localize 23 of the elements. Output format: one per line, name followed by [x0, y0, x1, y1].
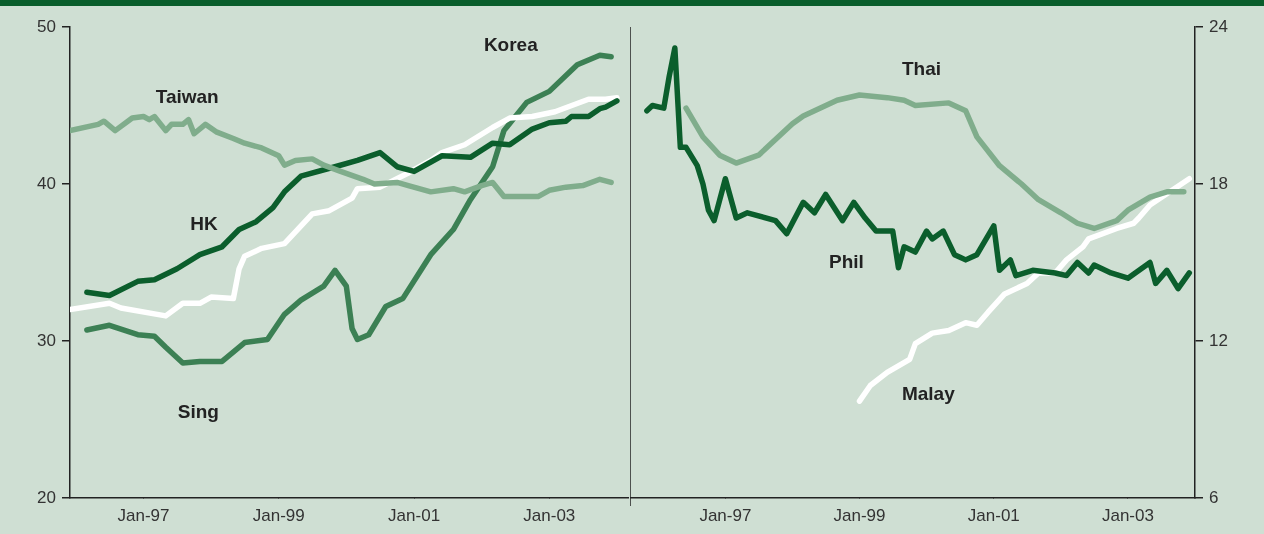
y-tick-label: 20: [37, 487, 56, 507]
series-label: Korea: [483, 34, 539, 56]
x-tick-label: Jan-03: [1101, 505, 1154, 525]
x-tick-label: Jan-03: [523, 505, 576, 525]
x-tick-label: Jan-97: [699, 505, 752, 525]
y2-tick-label: 18: [1209, 173, 1228, 193]
y2-tick-label: 6: [1209, 487, 1219, 507]
y-tick-label: 50: [37, 16, 56, 36]
series-label: Thai: [902, 57, 942, 79]
y-tick-label: 40: [37, 173, 56, 193]
series-label: Taiwan: [155, 85, 219, 107]
x-tick-label: Jan-01: [967, 505, 1020, 525]
annotation: Sing: [177, 401, 219, 423]
x-tick-label: Jan-99: [252, 505, 305, 525]
series-label: Phil: [828, 250, 864, 272]
y2-tick-label: 12: [1209, 330, 1228, 350]
x-tick-label: Jan-97: [117, 505, 170, 525]
y2-tick-label: 24: [1209, 16, 1228, 36]
series-label: HK: [190, 213, 218, 235]
x-tick-label: Jan-99: [833, 505, 886, 525]
y-tick-label: 30: [37, 330, 56, 350]
series-label: Malay: [901, 382, 956, 404]
x-tick-label: Jan-01: [388, 505, 441, 525]
